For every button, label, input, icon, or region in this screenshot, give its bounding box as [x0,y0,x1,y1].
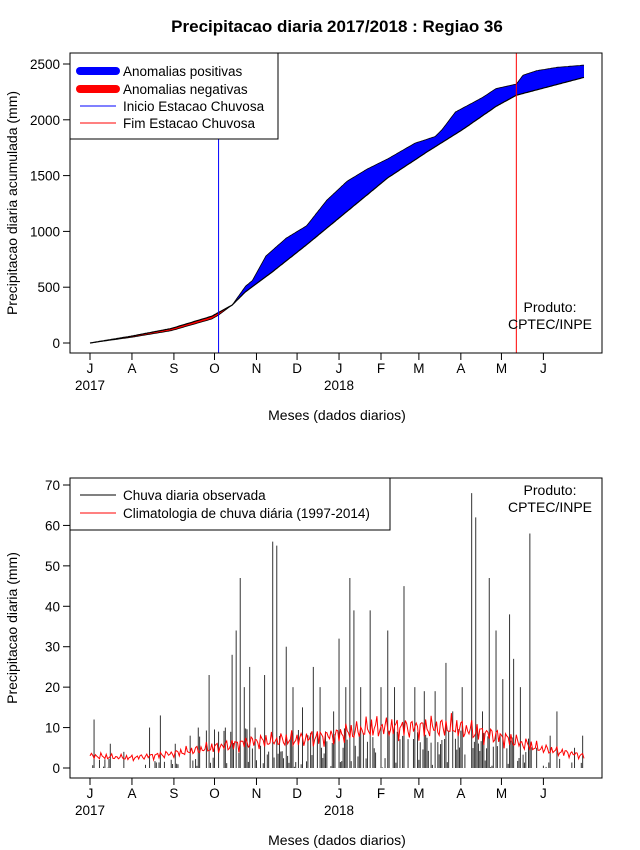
accumulated-axes: 0 500 1000 1500 2000 2500 J A S O N D J F M A M J 2017 2018 [30,57,547,393]
x-tick-label: M [496,786,507,801]
daily-y-label: Precipitacao diaria (mm) [4,552,20,704]
x-tick-label: S [169,786,178,801]
y-tick-label: 50 [45,559,60,574]
y-tick-label: 20 [45,680,60,695]
credit-label-bottom-1: Produto: [524,482,577,498]
chart-title: Precipitacao diaria 2017/2018 : Regiao 3… [171,17,503,36]
x-tick-label: A [456,786,465,801]
daily-legend-box [69,477,391,531]
x-tick-label: N [252,786,262,801]
panel-accumulated: 0 500 1000 1500 2000 2500 J A S O N D J F M A M J 2017 2018… [4,52,603,423]
x-tick-label: J [540,786,547,801]
legend-label-positive: Anomalias positivas [123,64,243,79]
x-tick-label: J [87,786,94,801]
x-tick-label: M [496,361,507,376]
x-tick-label: O [209,786,220,801]
x-tick-label: F [377,361,385,376]
legend-label-observed: Chuva diaria observada [123,488,266,503]
credit-label-top-1: Produto: [524,299,577,315]
x-tick-label: O [209,361,220,376]
x-year-label: 2018 [324,803,354,818]
x-tick-label: M [413,786,424,801]
x-tick-label: J [336,786,343,801]
credit-label-top-2: CPTEC/INPE [508,316,592,332]
y-tick-label: 10 [45,721,60,736]
daily-axes: 0 10 20 30 40 50 60 70 J A S O N D J F M A M J 2017 2018 [45,478,547,818]
x-tick-label: D [292,786,302,801]
daily-x-label: Meses (dados diarios) [268,832,406,848]
x-tick-label: A [127,361,136,376]
accumulated-y-label: Precipitacao diaria acumulada (mm) [4,91,20,315]
observed-accumulated-line [89,64,585,344]
accumulated-legend: Anomalias positivas Anomalias negativas … [69,52,279,140]
legend-label-onset: Inicio Estacao Chuvosa [123,99,265,114]
y-tick-label: 70 [45,478,60,493]
x-tick-label: A [127,786,136,801]
panel-daily: 0 10 20 30 40 50 60 70 J A S O N D J F M A M J 2017 2018 Mese… [4,477,603,848]
climatology-accumulated-line [89,76,585,344]
x-year-label: 2017 [75,803,105,818]
daily-plot-area [89,493,585,768]
y-tick-label: 2500 [30,57,60,72]
x-tick-label: J [87,361,94,376]
y-tick-label: 1500 [30,169,60,184]
x-tick-label: M [413,361,424,376]
y-tick-label: 30 [45,640,60,655]
x-tick-label: F [377,786,385,801]
x-tick-label: D [292,361,302,376]
x-tick-label: J [540,361,547,376]
y-tick-label: 40 [45,599,60,614]
x-tick-label: J [336,361,343,376]
legend-label-negative: Anomalias negativas [123,82,248,97]
positive-anomaly-area [90,65,584,343]
y-tick-label: 500 [37,280,60,295]
credit-label-bottom-2: CPTEC/INPE [508,499,592,515]
x-tick-label: N [252,361,262,376]
y-tick-label: 1000 [30,224,60,239]
y-tick-label: 60 [45,518,60,533]
x-year-label: 2018 [324,378,354,393]
legend-label-end: Fim Estacao Chuvosa [123,116,256,131]
x-year-label: 2017 [75,378,105,393]
climatology-daily-line [89,713,585,762]
y-tick-label: 0 [52,336,60,351]
daily-legend: Chuva diaria observada Climatologia de c… [69,477,391,531]
x-tick-label: A [456,361,465,376]
accumulated-x-label: Meses (dados diarios) [268,407,406,423]
y-tick-label: 2000 [30,113,60,128]
y-tick-label: 0 [52,761,60,776]
legend-label-climatology: Climatologia de chuva diária (1997-2014) [123,506,370,521]
x-tick-label: S [169,361,178,376]
